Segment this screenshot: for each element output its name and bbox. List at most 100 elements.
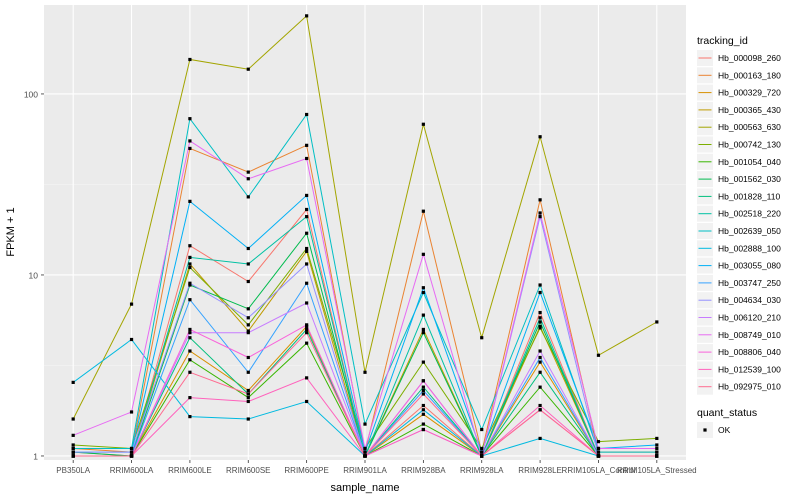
data-point	[188, 283, 192, 287]
data-point	[421, 379, 425, 383]
x-tick-label: PB350LA	[56, 466, 90, 475]
data-point	[421, 392, 425, 396]
data-point	[538, 135, 542, 139]
data-point	[538, 385, 542, 389]
data-point	[305, 193, 309, 198]
data-point	[538, 370, 542, 374]
legend-entry: Hb_000098_260	[718, 53, 781, 63]
data-point	[305, 112, 309, 117]
data-point	[305, 281, 309, 285]
data-point	[71, 446, 75, 451]
legend-entry: Hb_000742_130	[718, 140, 781, 150]
data-point	[246, 316, 250, 320]
data-point	[246, 323, 250, 327]
x-tick-label: RRIM105LA_Stressed	[617, 466, 697, 475]
data-point	[480, 454, 484, 458]
legend-entry: Hb_000329_720	[718, 88, 781, 98]
data-point	[538, 403, 542, 408]
x-tick-label: RRIM600SE	[226, 466, 270, 475]
data-point	[421, 412, 425, 416]
data-point	[188, 117, 192, 121]
data-point	[421, 408, 425, 412]
data-point	[596, 446, 601, 451]
data-point	[246, 331, 250, 335]
data-point	[305, 143, 309, 147]
data-point	[71, 450, 75, 454]
legend-entry: Hb_002888_100	[718, 243, 781, 253]
data-point	[421, 422, 425, 426]
data-point	[188, 396, 192, 400]
data-point	[538, 360, 542, 364]
data-point	[421, 313, 425, 317]
data-point	[363, 422, 367, 426]
data-point	[305, 331, 309, 335]
data-point	[363, 454, 367, 458]
data-point	[188, 331, 192, 335]
legend-entry: Hb_001054_040	[718, 157, 781, 167]
x-tick-label: RRIM928LA	[460, 466, 504, 475]
data-point	[655, 450, 659, 454]
y-tick-label: 10	[29, 270, 39, 280]
data-point	[246, 392, 250, 396]
data-point	[188, 298, 192, 302]
data-point	[538, 436, 542, 441]
legend-entry: Hb_001828_110	[718, 191, 781, 201]
data-point	[71, 433, 75, 437]
data-point	[655, 320, 659, 324]
data-point	[305, 246, 309, 251]
data-point	[71, 443, 75, 447]
data-point	[188, 244, 192, 248]
y-tick-label: 1	[33, 451, 38, 461]
data-point	[305, 207, 309, 212]
data-point	[129, 446, 134, 451]
data-point	[305, 399, 309, 404]
data-point	[538, 316, 542, 320]
data-point	[305, 341, 309, 345]
data-point	[480, 427, 484, 432]
data-point	[655, 446, 659, 451]
data-point	[480, 336, 484, 340]
x-tick-label: RRIM928BA	[401, 466, 446, 475]
data-point	[538, 355, 542, 360]
x-tick-label: RRIM600LA	[110, 466, 154, 475]
legend-entry: Hb_003055_080	[718, 261, 781, 271]
legend-title: tracking_id	[697, 35, 748, 47]
data-point	[421, 252, 425, 256]
data-point	[421, 286, 425, 290]
x-axis-label: sample_name	[330, 482, 399, 494]
data-point	[246, 370, 250, 374]
shape-legend-title: quant_status	[697, 407, 757, 419]
legend-entry: Hb_012539_100	[718, 364, 781, 374]
legend-entry: Hb_008749_010	[718, 330, 781, 340]
grid	[44, 5, 686, 460]
data-point	[71, 380, 75, 384]
data-point	[538, 320, 542, 324]
legend-entry: Hb_000163_180	[718, 70, 781, 80]
data-point	[421, 209, 425, 213]
legend: tracking_id Hb_000098_260 Hb_000163_180 Hb_…	[697, 35, 781, 438]
data-point	[538, 310, 542, 315]
data-point	[480, 450, 484, 454]
shape-legend-entry: OK	[718, 425, 731, 435]
data-point	[246, 170, 250, 174]
data-point	[129, 450, 134, 454]
legend-entry: Hb_001562_030	[718, 174, 781, 184]
data-point	[421, 290, 425, 295]
data-point	[246, 307, 250, 311]
data-point	[188, 327, 192, 332]
data-point	[363, 450, 367, 454]
data-point	[129, 302, 134, 306]
data-point	[596, 450, 601, 454]
data-point	[71, 417, 75, 421]
data-point	[596, 454, 601, 458]
legend-entry: Hb_003747_250	[718, 278, 781, 288]
data-point	[188, 57, 192, 62]
data-point	[538, 290, 542, 295]
data-point	[305, 323, 309, 327]
data-point	[363, 446, 367, 451]
data-point	[188, 336, 192, 340]
data-point	[538, 198, 542, 202]
data-point	[305, 249, 309, 253]
data-point	[246, 417, 250, 421]
x-tick-label: RRIM600LE	[168, 466, 212, 475]
